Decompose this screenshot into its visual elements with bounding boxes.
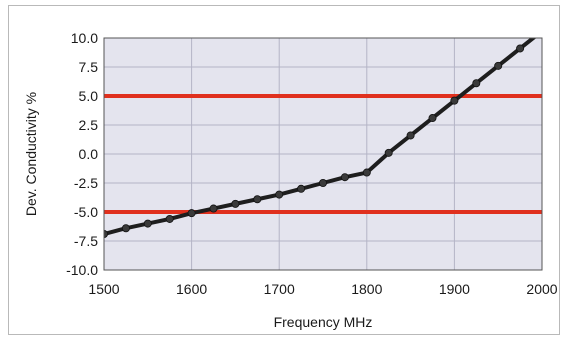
data-point bbox=[384, 148, 393, 157]
x-tick-label: 2000 bbox=[526, 281, 557, 297]
data-point bbox=[516, 44, 525, 53]
x-tick-label: 1600 bbox=[176, 281, 207, 297]
y-tick-label: 2.5 bbox=[79, 117, 99, 133]
data-point bbox=[494, 61, 503, 70]
x-tick-label: 1800 bbox=[351, 281, 382, 297]
y-axis-title: Dev. Conductivity % bbox=[23, 92, 39, 216]
data-point bbox=[231, 199, 240, 208]
data-point bbox=[450, 96, 459, 105]
x-tick-label: 1700 bbox=[264, 281, 295, 297]
y-tick-label: 5.0 bbox=[79, 88, 99, 104]
data-point bbox=[472, 79, 481, 88]
data-point bbox=[187, 209, 196, 218]
data-point bbox=[253, 195, 262, 204]
data-point bbox=[318, 178, 327, 187]
plot-border bbox=[103, 37, 543, 271]
data-point bbox=[297, 184, 306, 193]
y-tick-label: 7.5 bbox=[79, 59, 99, 75]
y-tick-label: -10.0 bbox=[66, 262, 98, 278]
data-point bbox=[143, 219, 152, 228]
data-point bbox=[340, 173, 349, 182]
data-point bbox=[275, 190, 284, 199]
series-group bbox=[104, 27, 545, 239]
data-point bbox=[165, 214, 174, 223]
y-tick-label: -7.5 bbox=[74, 233, 98, 249]
y-tick-labels: 10.0 7.5 5.0 2.5 0.0 -2.5 -5.0 -7.5 -10.0 bbox=[66, 30, 98, 278]
threshold-lines bbox=[104, 94, 542, 214]
data-point bbox=[406, 131, 415, 140]
y-tick-label: -2.5 bbox=[74, 175, 98, 191]
data-point bbox=[209, 204, 218, 213]
x-tick-label: 1900 bbox=[439, 281, 470, 297]
x-axis-title: Frequency MHz bbox=[274, 314, 373, 330]
y-tick-label: 0.0 bbox=[79, 146, 99, 162]
data-point bbox=[428, 114, 437, 123]
y-tick-label: 10.0 bbox=[71, 30, 98, 46]
y-tick-label: -5.0 bbox=[74, 204, 98, 220]
data-point bbox=[121, 224, 130, 233]
x-tick-labels: 1500 1600 1700 1800 1900 2000 bbox=[88, 281, 557, 297]
data-point bbox=[538, 27, 545, 34]
x-tick-label: 1500 bbox=[88, 281, 119, 297]
data-point bbox=[362, 168, 371, 177]
